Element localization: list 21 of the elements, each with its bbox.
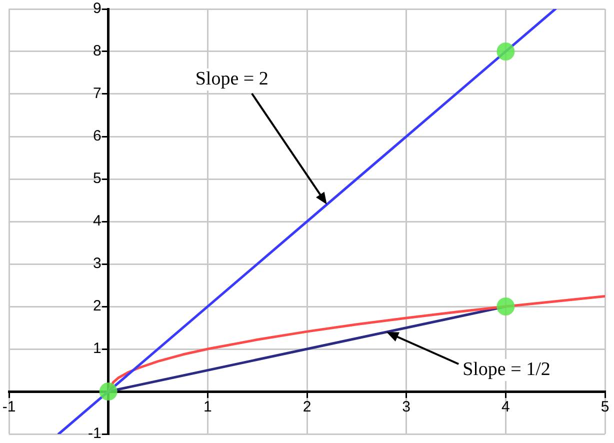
annotation: Slope = 2 — [195, 68, 268, 90]
y-tick-label: 5 — [92, 170, 102, 188]
point — [496, 298, 515, 316]
y-tick-label: 3 — [92, 255, 102, 272]
y-tick-label: -1 — [88, 425, 102, 442]
x-tick-label: 3 — [402, 398, 411, 416]
x-tick-label: 5 — [600, 398, 610, 416]
x-tick-label: -1 — [2, 398, 16, 416]
y-tick-label: 2 — [92, 298, 102, 315]
y-tick-label: 7 — [92, 85, 102, 102]
annotation: Slope = 1/2 — [462, 358, 550, 380]
x-tick-label: 4 — [501, 398, 510, 416]
y-tick-label: 1 — [92, 340, 102, 358]
x-tick-label: 1 — [203, 398, 212, 416]
point — [99, 382, 118, 400]
y-tick-label: 4 — [92, 212, 102, 230]
y-tick-label: 9 — [92, 0, 102, 18]
y-tick-label: 6 — [92, 128, 102, 145]
y-tick-label: 8 — [92, 42, 102, 60]
point — [496, 42, 515, 60]
x-tick-label: 2 — [302, 398, 312, 416]
